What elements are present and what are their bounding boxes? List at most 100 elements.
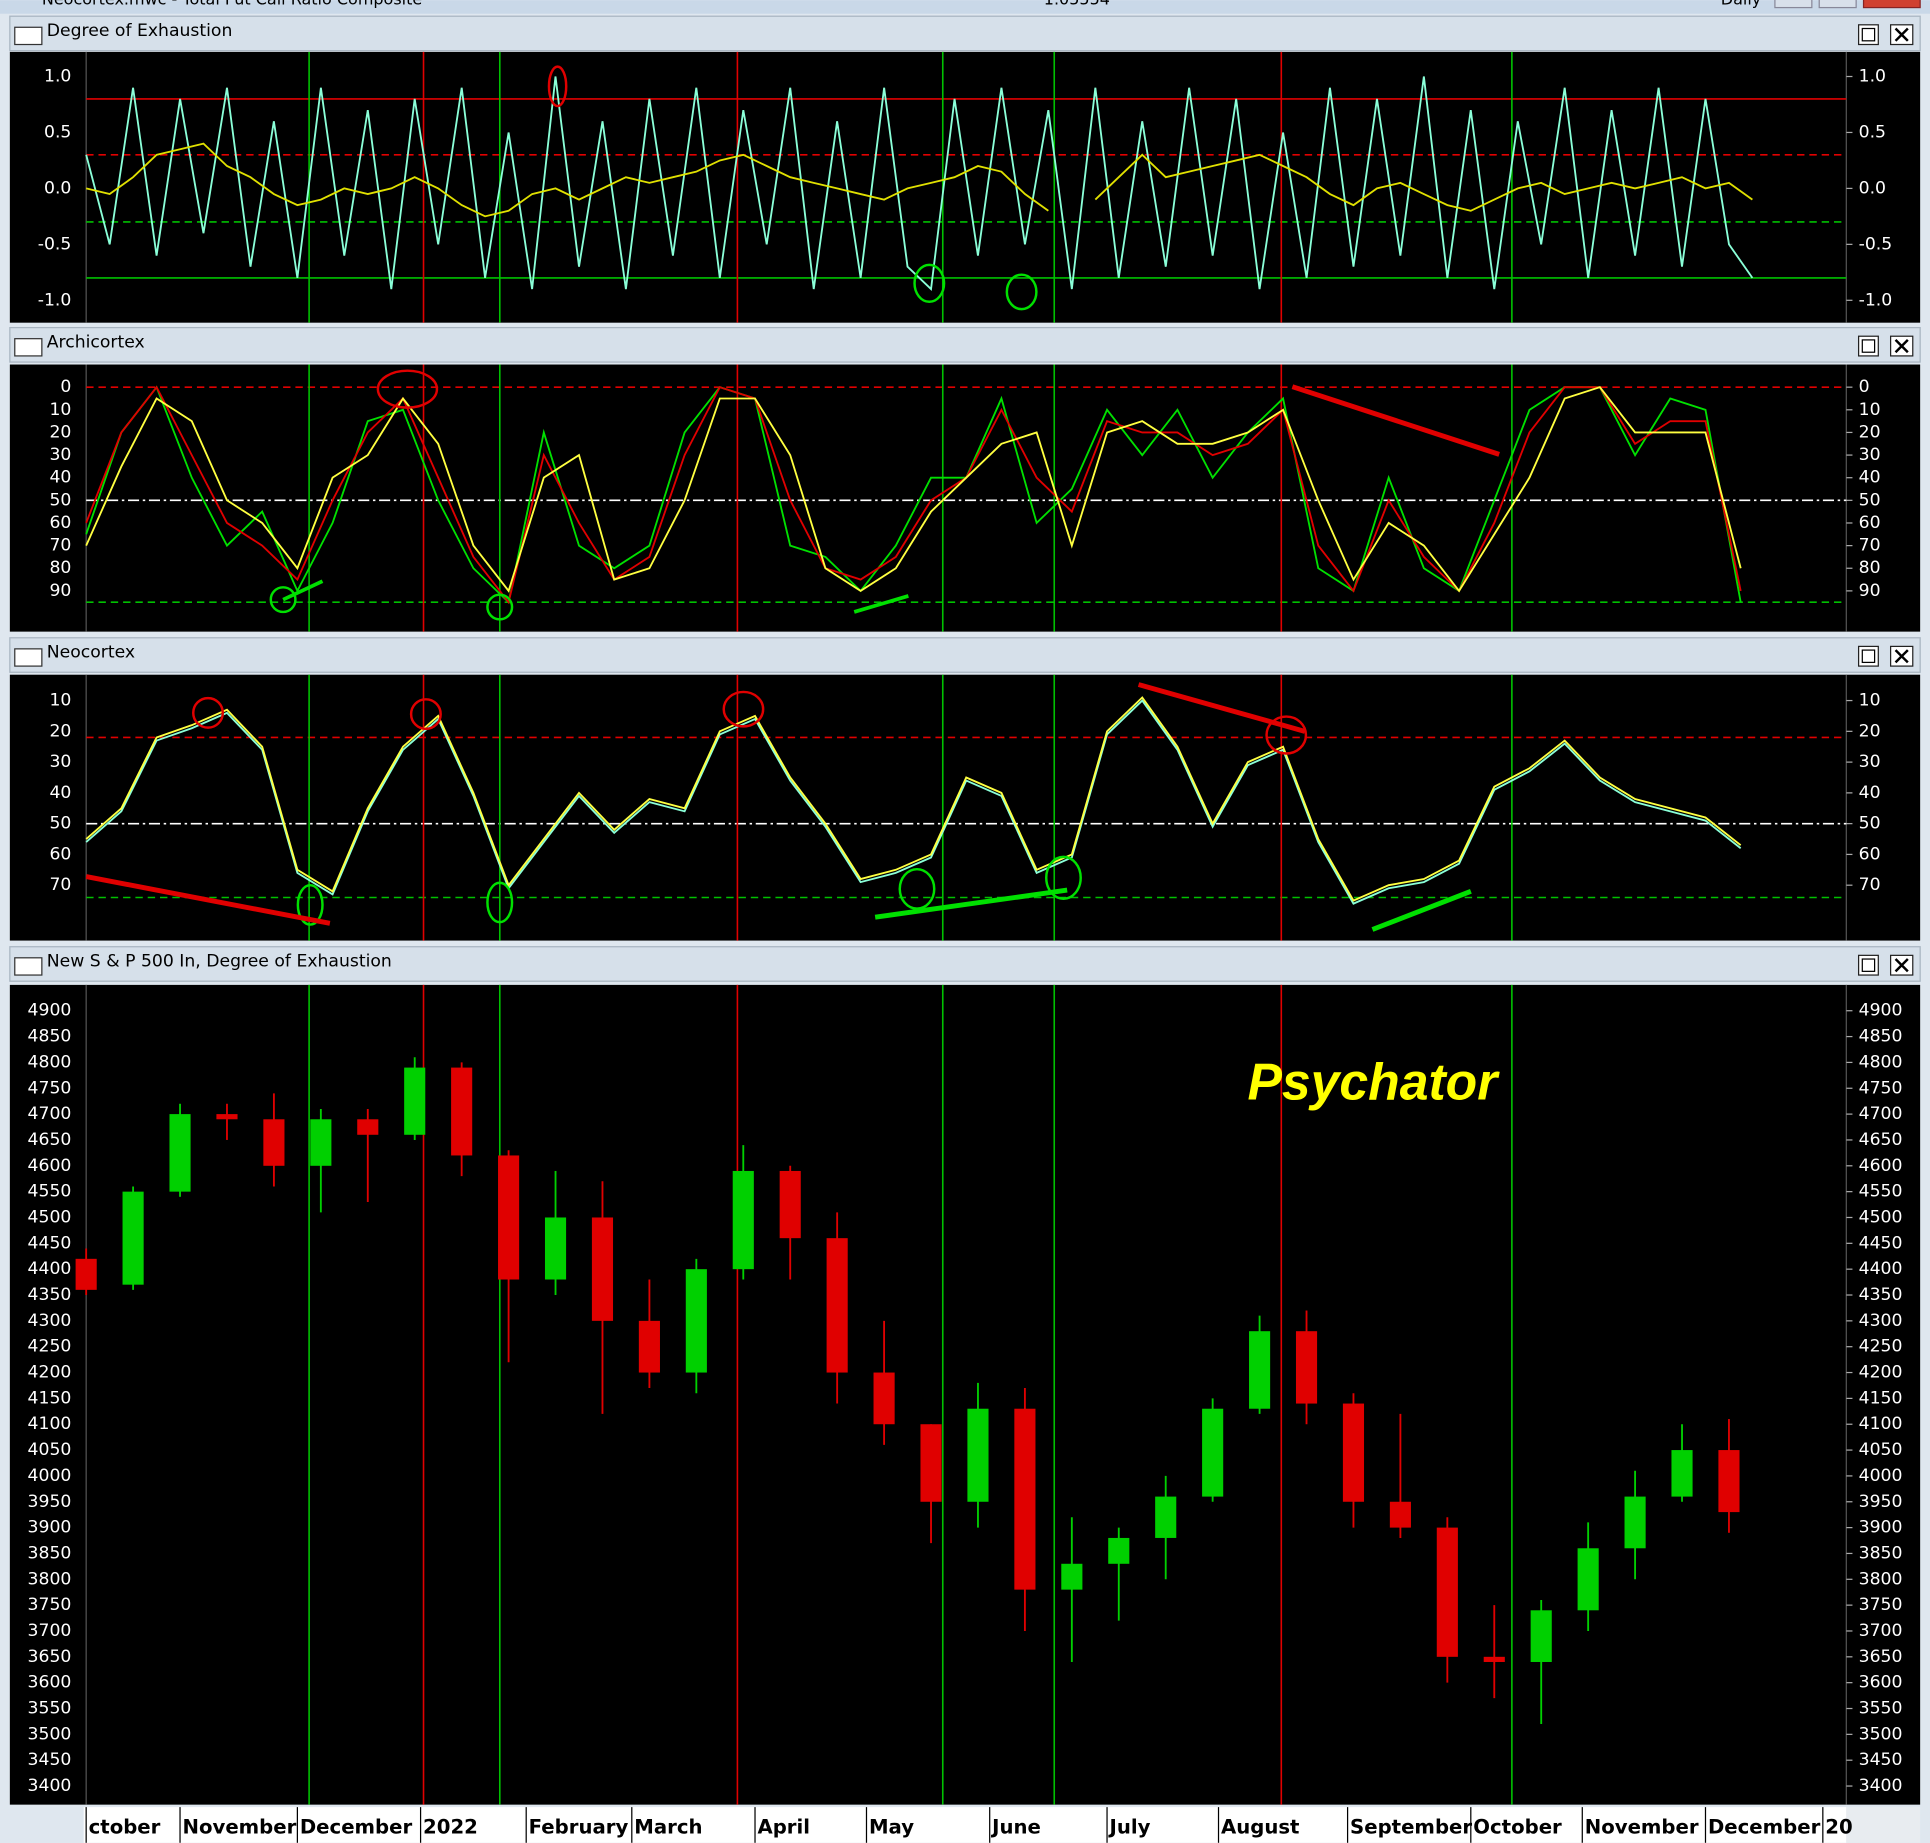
y-tick-label: 4600 [28,1156,72,1176]
y-tick-label: 4550 [28,1182,72,1202]
y-tick-label-right: 30 [1859,445,1881,465]
series-line [85,699,1742,905]
y-tick-label-right: 20 [1859,721,1881,741]
y-tick-label: 4200 [28,1363,72,1383]
candle-body [1342,1403,1365,1502]
annotation-circle [1045,855,1082,900]
y-tick-label: 60 [49,844,71,864]
y-tick-label-right: 3950 [1859,1492,1903,1512]
candle-body [263,1119,285,1166]
candle-body [169,1114,191,1192]
y-tick-label: 3900 [28,1518,72,1538]
x-tick-label: May [869,1816,914,1839]
pane-icon [14,648,43,667]
y-tick-label-right: 70 [1859,875,1881,895]
y-tick-label: 3750 [28,1595,72,1615]
y-tick-label-right: 3700 [1859,1621,1903,1641]
x-tick-label: November [1585,1816,1699,1839]
y-tick-label: 4400 [28,1259,72,1279]
candle-body [1718,1450,1740,1513]
y-tick-label: 4350 [28,1285,72,1305]
y-tick-label-right: 3750 [1859,1595,1903,1615]
y-tick-label-right: 4200 [1859,1363,1903,1383]
y-tick-label-right: 4050 [1859,1440,1903,1460]
y-tick-label-right: 4650 [1859,1130,1903,1150]
x-tick-label: June [990,1816,1041,1839]
y-tick-label: 3450 [28,1750,72,1770]
pane-icon [14,338,43,357]
annotation-circle [1265,715,1308,755]
y-tick-label-right: 4500 [1859,1207,1903,1227]
pane-icon [14,957,43,976]
pane-maximize[interactable] [1857,954,1879,976]
pane-maximize-glyph [1861,27,1876,42]
annotation-line [1371,889,1472,932]
pane-body [9,364,1921,632]
candle-body [1249,1331,1271,1409]
y-tick-label-right: 0 [1859,377,1870,397]
y-tick-label: 3400 [28,1776,72,1796]
y-tick-label: 3700 [28,1621,72,1641]
y-tick-label-right: 4400 [1859,1259,1903,1279]
y-tick-label-right: 4900 [1859,1001,1903,1021]
y-tick-label-right: 4250 [1859,1337,1903,1357]
y-tick-label: 0.0 [44,178,71,198]
y-tick-label-right: 4750 [1859,1078,1903,1098]
y-tick-label-right: 60 [1859,513,1881,533]
x-tick-label: December [300,1816,413,1839]
close-button[interactable] [1862,0,1921,9]
window-titlebar: Neocortex.mwc - Total Put Call Ratio Com… [0,0,1930,14]
y-tick-label-right: 4450 [1859,1233,1903,1253]
y-tick-label: 3650 [28,1647,72,1667]
pane-maximize[interactable] [1857,645,1879,667]
y-tick-label: 3850 [28,1543,72,1563]
y-tick-label-right: 50 [1859,814,1881,834]
candle-body [1295,1331,1318,1404]
y-tick-label-right: 4850 [1859,1027,1903,1047]
x-tick-label: December [1708,1816,1821,1839]
y-tick-label: 20 [49,721,71,741]
maximize-button[interactable] [1818,0,1857,9]
candle-body [1389,1501,1411,1528]
y-tick-label: 40 [49,468,71,488]
date-axis [83,1807,1847,1843]
y-tick-label-right: 4350 [1859,1285,1903,1305]
pane-close-glyph [1894,958,1909,973]
candle-body [1483,1656,1505,1662]
y-tick-label-right: -1.0 [1859,290,1893,310]
window-title: Neocortex.mwc - Total Put Call Ratio Com… [42,0,422,9]
y-tick-label-right: 50 [1859,490,1881,510]
series-line [85,385,1742,605]
x-tick-label: 2022 [423,1816,478,1839]
candle-body [779,1170,801,1239]
candle-body [216,1114,238,1120]
annotation-circle [547,65,568,108]
annotation-line [85,874,331,926]
x-tick-label: February [529,1816,629,1839]
x-tick-label: November [182,1816,296,1839]
pane-maximize[interactable] [1857,24,1879,46]
y-tick-label-right: 3600 [1859,1673,1903,1693]
y-tick-label-right: 3400 [1859,1776,1903,1796]
y-tick-label: 40 [49,783,71,803]
y-tick-label-right: 90 [1859,581,1881,601]
annotation-circle [913,263,946,303]
candle-body [1061,1563,1083,1590]
x-tick-label: 20 [1825,1816,1852,1839]
candle-body [1014,1408,1036,1590]
pane-body [9,984,1921,1805]
y-tick-label-right: 40 [1859,783,1881,803]
pane-maximize[interactable] [1857,335,1879,357]
y-tick-label: 20 [49,422,71,442]
watermark: Psychator [1247,1052,1500,1110]
candle-body [75,1258,97,1290]
panes: Degree of Exhaustion 1.0 1.0 0.5 0.5 0.0 0.0 -0… [9,15,1921,1843]
minimize-button[interactable] [1774,0,1813,9]
series-line [85,76,1754,292]
y-tick-label-right: 4600 [1859,1156,1903,1176]
y-tick-label: 4750 [28,1078,72,1098]
candle-body [1202,1408,1224,1497]
candle-body [357,1119,379,1135]
